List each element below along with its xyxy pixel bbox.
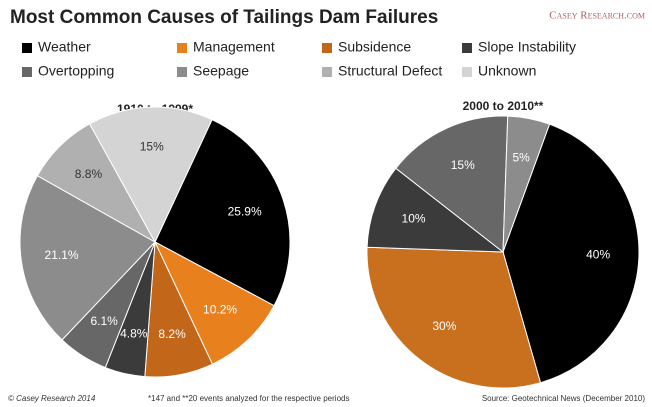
slice-label: 8.8% [75,167,103,181]
slice-label: 8.2% [158,327,186,341]
legend-swatch [322,43,332,53]
legend-label: Weather [38,39,91,55]
legend-label: Seepage [193,63,249,79]
pie-slice [395,115,509,253]
logo: Casey Research.com [549,10,645,22]
slice-label: 5% [512,151,530,165]
slice-label: 10.2% [203,303,237,317]
pie-slice [88,106,213,244]
pie-slice [366,167,505,253]
legend-label: Overtopping [38,63,114,79]
legend-swatch [462,43,472,53]
slice-label: 4.8% [120,326,148,340]
pie-slice [153,240,275,365]
legend-swatch [177,43,187,53]
pie-slice [366,246,542,389]
legend-label: Subsidence [338,39,411,55]
pie-slice [502,123,640,384]
legend-swatch [462,67,472,77]
legend-label: Management [193,39,275,55]
source: Source: Geotechnical News (December 2010… [482,394,646,403]
legend-swatch [177,67,187,77]
slice-label: 6.1% [90,314,118,328]
legend-label: Structural Defect [338,63,442,79]
legend-swatch [322,67,332,77]
chart-title: Most Common Causes of Tailings Dam Failu… [10,7,438,28]
pie-slice [502,115,551,253]
slice-label: 40% [586,247,610,261]
footnote: *147 and **20 events analyzed for the re… [148,394,349,403]
slice-label: 10% [402,212,426,226]
slice-label: 30% [432,319,456,333]
legend-swatch [22,43,32,53]
slice-label: 25.9% [228,204,262,218]
legend-label: Unknown [478,63,536,79]
legend-label: Slope Instability [478,39,576,55]
slice-label: 15% [451,158,475,172]
copyright: © Casey Research 2014 [8,394,96,403]
legend-swatch [22,67,32,77]
slice-label: 21.1% [45,248,79,262]
pie-title: 2000 to 2010** [463,99,544,113]
slice-label: 15% [140,140,164,154]
pie-slice [154,118,291,307]
pie-slice [19,175,156,341]
